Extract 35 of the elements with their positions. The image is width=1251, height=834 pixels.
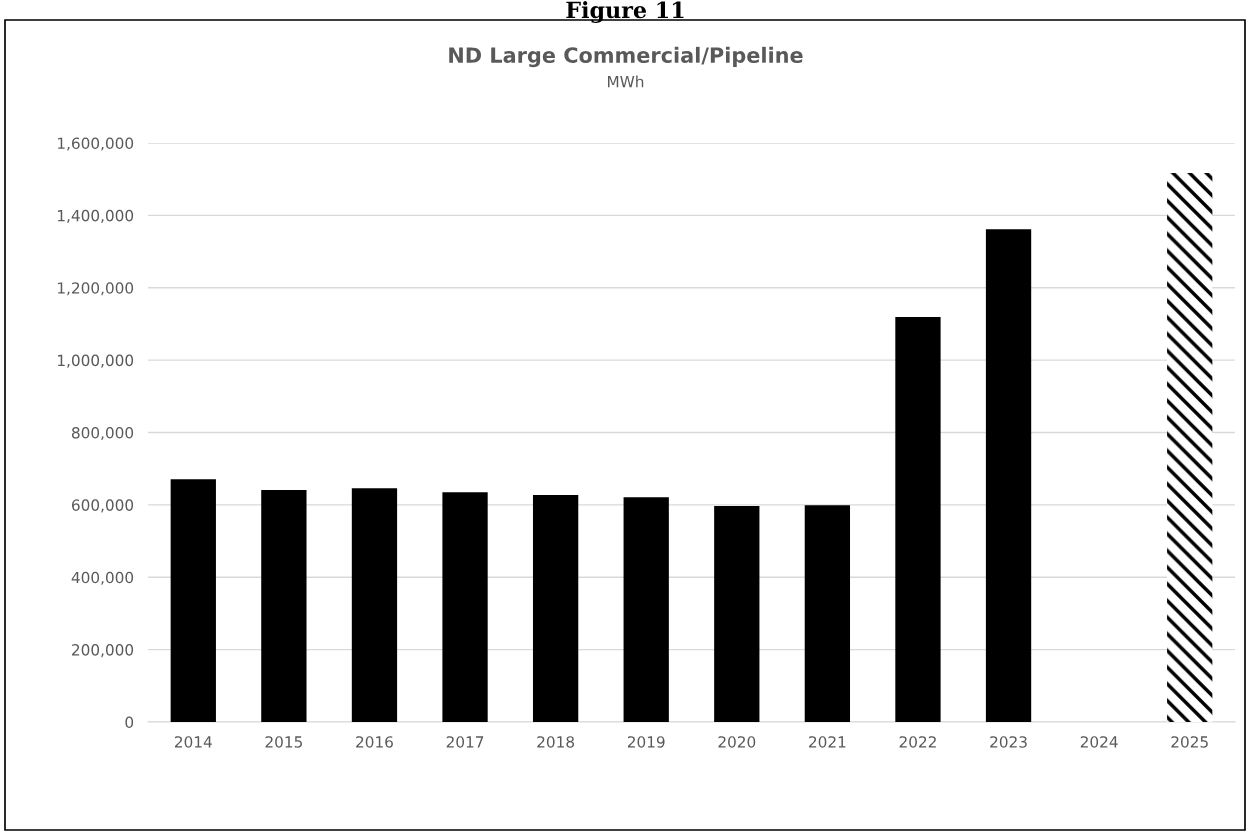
x-tick-label: 2019 — [627, 736, 665, 748]
y-tick-label: 0 — [125, 716, 134, 729]
x-tick-label: 2015 — [265, 736, 302, 748]
caption: Figure 11 — [566, 1, 684, 23]
y-tick-label: 800,000 — [71, 426, 134, 441]
x-tick-label: 2022 — [899, 736, 936, 748]
x-tick-label: 2014 — [174, 736, 212, 748]
bar — [985, 229, 1032, 722]
x-tick-label: 2020 — [718, 736, 756, 748]
bar — [895, 317, 941, 722]
bar — [714, 505, 760, 722]
x-tick-label: 2023 — [990, 736, 1027, 748]
bar — [1167, 173, 1213, 722]
bar — [351, 488, 398, 722]
x-tick-label: 2018 — [537, 736, 575, 748]
y-tick-label: 1,200,000 — [58, 282, 134, 296]
x-tick-label: 2024 — [1080, 736, 1118, 748]
bar — [442, 492, 488, 722]
y-tick-label: 200,000 — [72, 644, 134, 658]
chart-subtitle: MWh — [608, 75, 644, 88]
y-tick-label: 600,000 — [72, 499, 134, 513]
bar — [170, 479, 216, 722]
bar — [804, 505, 851, 722]
x-tick-label: 2017 — [446, 736, 484, 748]
x-tick-label: 2016 — [356, 736, 393, 748]
x-tick-label: 2025 — [1171, 736, 1208, 748]
x-tick-label: 2021 — [809, 736, 846, 748]
y-tick-label: 1,600,000 — [58, 137, 134, 151]
y-tick-label: 1,400,000 — [58, 209, 134, 223]
bar — [532, 495, 579, 722]
y-tick-label: 1,000,000 — [58, 354, 134, 368]
chart-title: ND Large Commercial/Pipeline — [449, 46, 803, 68]
bar — [261, 490, 307, 722]
bar — [623, 497, 669, 722]
y-tick-label: 400,000 — [71, 571, 134, 585]
